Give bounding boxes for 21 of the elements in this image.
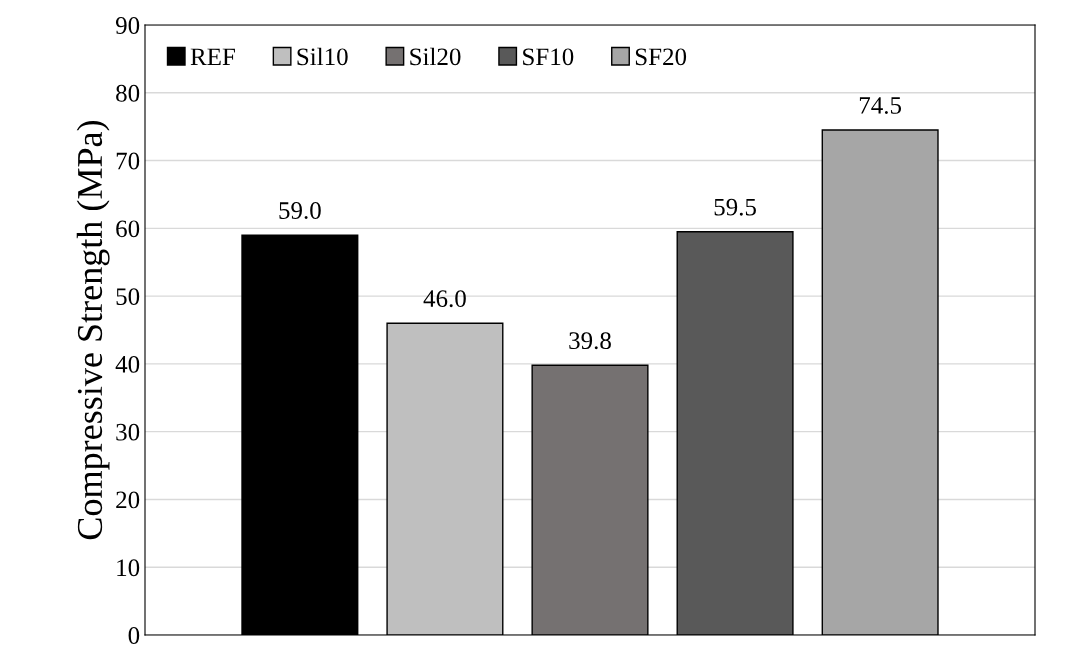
- y-tick-label: 60: [116, 220, 140, 238]
- y-tick-label: 20: [116, 491, 140, 509]
- data-label: 59.5: [714, 198, 756, 216]
- y-tick-label: 70: [116, 152, 140, 170]
- y-tick-label: 90: [115, 17, 140, 34]
- y-tick-label: 0: [128, 627, 140, 644]
- data-label: 74.5: [859, 97, 902, 114]
- y-tick-label: 40: [115, 355, 140, 373]
- legend-label: Sil10: [297, 47, 348, 66]
- legend-label: SF10: [523, 48, 574, 66]
- y-tick-label: 50: [116, 288, 140, 306]
- data-label: 59.0: [279, 202, 321, 220]
- y-axis-title: Compressive Strength (MPa): [76, 120, 110, 540]
- data-label: 46.0: [423, 290, 466, 308]
- legend-label: Sil20: [410, 47, 461, 66]
- y-tick-label: 30: [116, 423, 140, 441]
- legend-label: REF: [190, 48, 235, 65]
- legend-label: SF20: [635, 48, 687, 66]
- y-tick-label: 10: [117, 559, 140, 577]
- y-tick-label: 80: [116, 84, 140, 102]
- data-label: 39.8: [569, 332, 611, 350]
